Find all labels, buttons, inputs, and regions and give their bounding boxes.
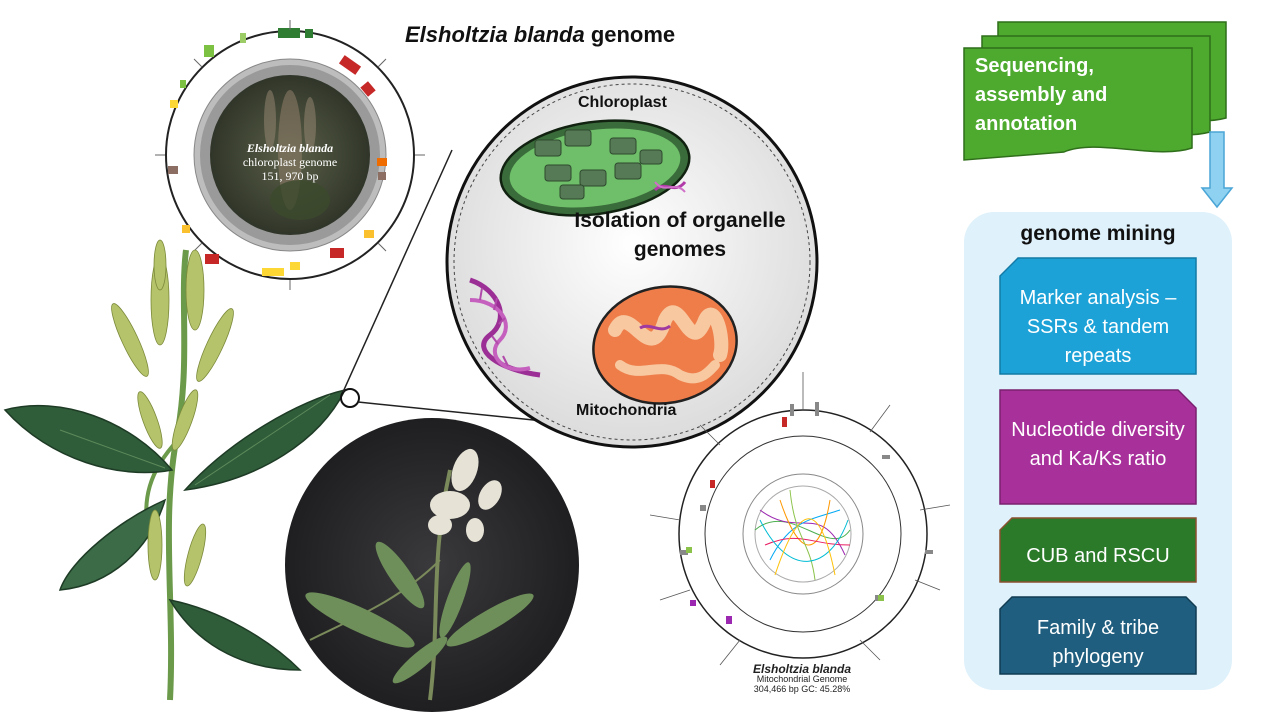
cp-species: Elsholtzia blanda (246, 141, 334, 155)
marker-analysis-box (999, 257, 1197, 375)
phylogeny-label: Family & tribe phylogeny (1036, 617, 1160, 668)
cp-line2: 151, 970 bp (261, 169, 319, 183)
mt-line2: 304,466 bp GC: 45.28% (753, 684, 851, 694)
cell-illustration (445, 75, 819, 449)
down-arrow-icon (1200, 131, 1234, 209)
sequencing-stack (963, 21, 1227, 161)
genome-mining-title: genome mining (1020, 222, 1176, 245)
chloroplast-label: Chloroplast (578, 94, 667, 111)
chloroplast-organelle (499, 119, 691, 217)
plant-illustration (3, 239, 360, 701)
marker-analysis-label: Marker analysis – SSRs & tandem repeats (1019, 287, 1177, 367)
nucleotide-diversity-label: Nucleotide diversity and Ka/Ks ratio (1011, 419, 1185, 470)
title-species: Elsholtzia blanda (405, 22, 585, 47)
cp-line1: chloroplast genome (242, 155, 338, 169)
mito-map-caption: Elsholtzia blanda Mitochondrial Genome 3… (740, 662, 864, 694)
cub-rscu-box (999, 517, 1197, 583)
isolation-label: Isolation of organelle genomes (574, 209, 786, 261)
dna-helix-icon (469, 277, 541, 378)
mt-species: Elsholtzia blanda (752, 662, 851, 676)
title-rest: genome (584, 22, 676, 47)
figure-title: Elsholtzia blanda genome (405, 22, 675, 48)
phylogeny-box (999, 596, 1197, 675)
nucleotide-diversity-box (999, 389, 1197, 505)
chloroplast-map-caption: Elsholtzia blanda chloroplast genome 151… (226, 141, 354, 183)
mitochondria-label: Mitochondria (576, 402, 677, 419)
cub-rscu-label: CUB and RSCU (1026, 545, 1170, 567)
mt-line1: Mitochondrial Genome (756, 674, 848, 684)
mitochondrion-organelle (592, 285, 738, 405)
plant-photo (285, 418, 579, 712)
sequencing-label: Sequencing, assembly and annotation (975, 55, 1108, 135)
zoom-line-upper (342, 149, 453, 393)
mitochondrial-genome-map (649, 372, 951, 666)
chloroplast-genome-map (155, 20, 425, 290)
